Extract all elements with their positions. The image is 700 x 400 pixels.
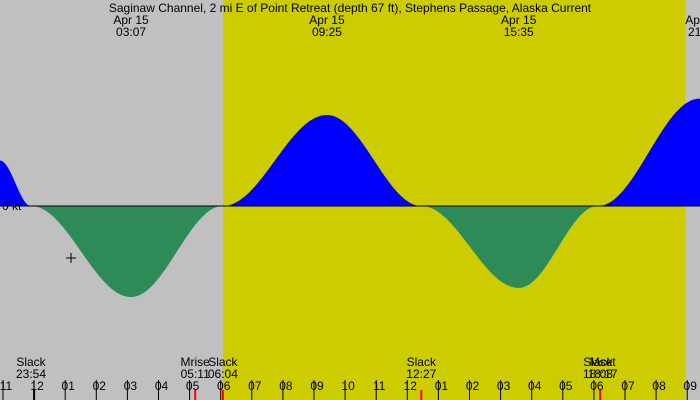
peak-time-0: 03:07 [116,25,146,39]
current-areas [0,98,700,297]
hour-label-4: 03 [124,379,138,393]
flood-area-2 [223,115,421,206]
hour-label-12: 11 [373,379,386,393]
hour-label-20: 07 [621,379,635,393]
flood-area-4 [598,98,700,206]
hour-label-10: 09 [310,379,324,393]
event-label-2: Slack [208,355,238,369]
event-label-1: Mrise [181,355,211,369]
event-time-0: 23:54 [16,367,46,381]
hour-label-21: 08 [652,379,666,393]
hour-label-11: 10 [341,379,355,393]
cursor-crosshair [66,253,76,263]
hour-label-14: 01 [435,379,449,393]
hour-label-19: 06 [590,379,604,393]
hour-label-6: 05 [186,379,200,393]
hour-axis: 11 12 01 02 03 04 05 06 07 08 09 10 11 12 01 02 03 04 05 06… [0,379,697,400]
peak-time-2: 15:35 [504,25,534,39]
hour-label-18: 05 [559,379,573,393]
hour-label-5: 04 [155,379,169,393]
hour-label-1: 12 [30,379,44,393]
hour-label-16: 03 [497,379,511,393]
ebb-area-1 [31,206,222,297]
event-time-5: 18:17 [588,367,618,381]
hour-label-3: 02 [93,379,107,393]
event-label-0: Slack [16,355,46,369]
hour-label-7: 06 [217,379,231,393]
hour-label-17: 04 [528,379,542,393]
hour-label-15: 02 [466,379,480,393]
peak-time-3: 21:2 [688,25,700,39]
hour-label-2: 01 [62,379,76,393]
event-time-2: 06:04 [208,367,238,381]
peak-date-2: Apr 15 [501,13,537,27]
hour-label-9: 08 [279,379,293,393]
hour-label-13: 12 [404,379,418,393]
flood-area-0 [0,160,30,206]
peak-date-3: Apr 1 [685,13,700,27]
zero-label: 0 kt [2,199,22,213]
peak-time-1: 09:25 [312,25,342,39]
event-time-1: 05:11 [181,367,210,381]
hour-label-8: 07 [248,379,262,393]
event-label-4: Slack [583,355,613,369]
hour-label-0: 11 [0,379,13,393]
peak-date-1: Apr 15 [309,13,345,27]
chart-title: Saginaw Channel, 2 mi E of Point Retreat… [109,1,592,15]
hour-label-22: 09 [684,379,698,393]
event-label-3: Slack [407,355,437,369]
event-label-5: Mset [590,355,617,369]
event-time-4: 18:08 [583,367,613,381]
ebb-area-3 [422,206,597,288]
peak-date-0: Apr 15 [113,13,149,27]
event-time-3: 12:27 [406,367,436,381]
event-labels: Slack23:54Mrise05:11Slack06:04Slack12:27… [16,355,618,381]
